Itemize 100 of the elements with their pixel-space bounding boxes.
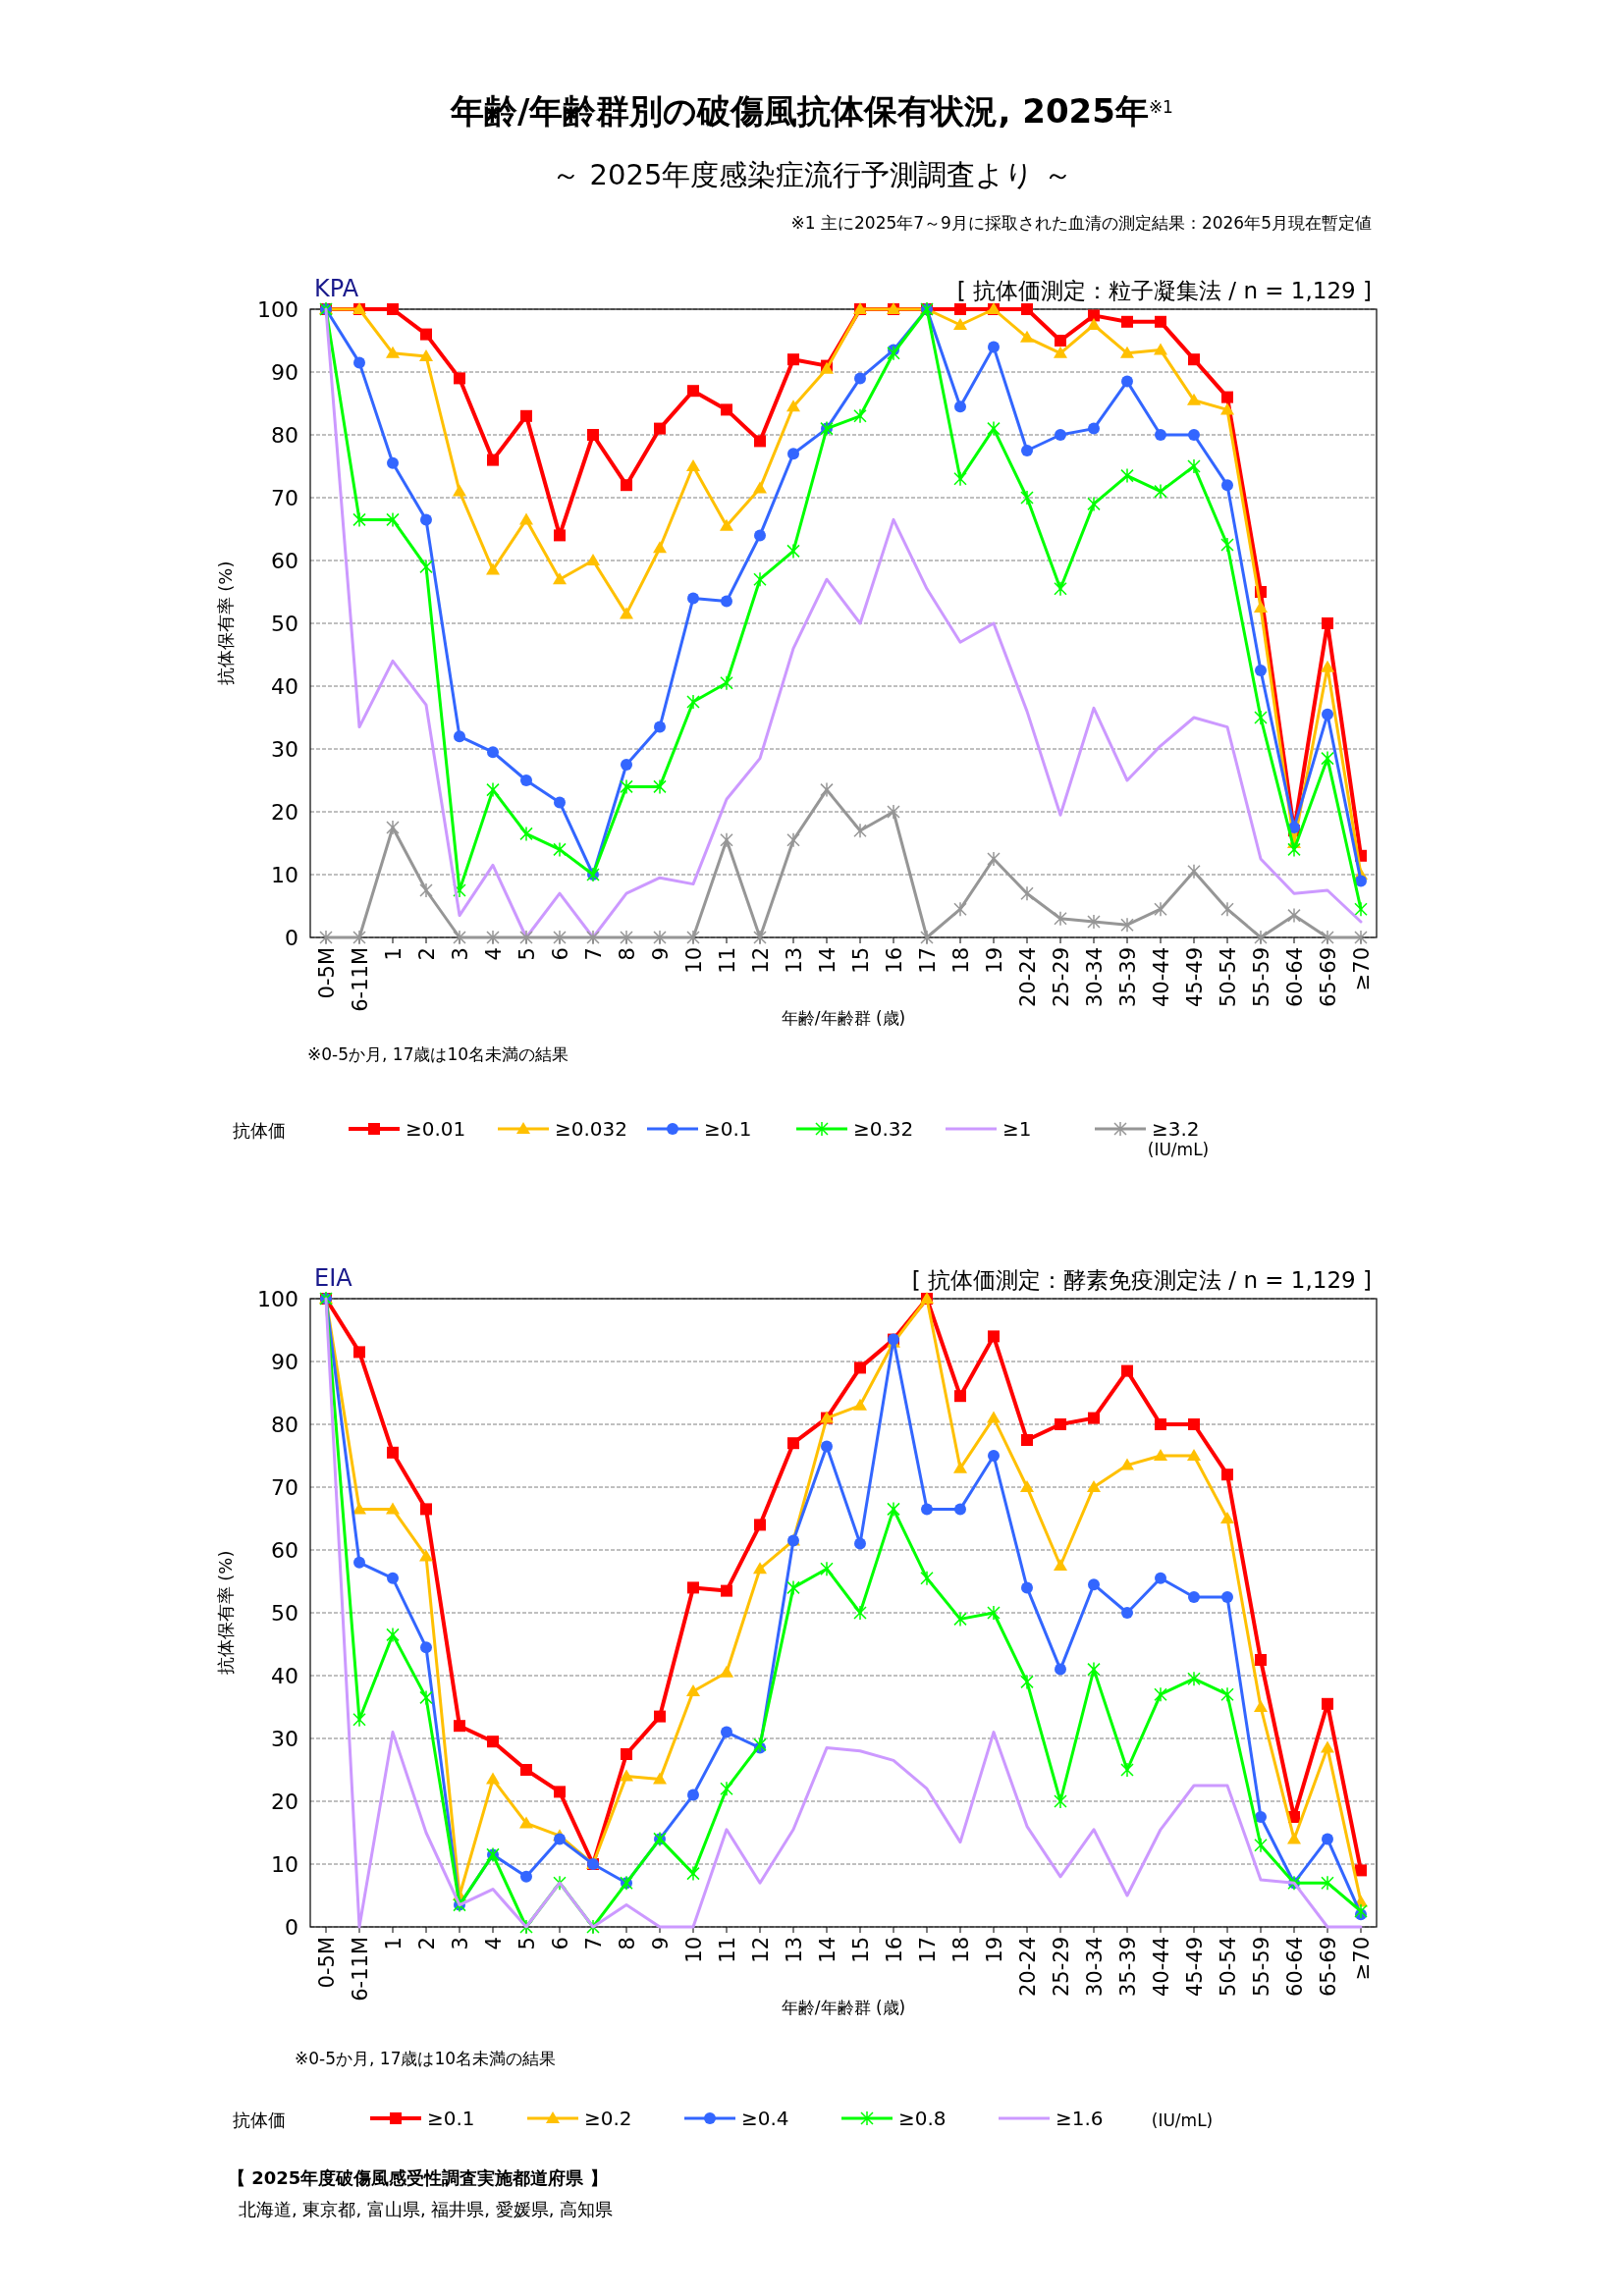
- point: [887, 346, 900, 361]
- point: [1221, 1591, 1233, 1603]
- point: [586, 1919, 600, 1935]
- point: [486, 1772, 500, 1785]
- point: [419, 1549, 433, 1562]
- point: [352, 1712, 366, 1728]
- point: [721, 403, 732, 416]
- point: [419, 882, 433, 898]
- legend-label: ≥1: [1002, 1117, 1032, 1141]
- y-tick-label: 30: [271, 1727, 298, 1751]
- point: [386, 1502, 400, 1515]
- point: [1355, 875, 1367, 887]
- point: [853, 823, 867, 838]
- point: [987, 851, 1001, 867]
- x-tick-label: 8: [616, 1937, 639, 1950]
- point: [1020, 490, 1034, 506]
- point: [419, 559, 433, 575]
- x-tick-label: 10: [682, 1937, 706, 1963]
- point: [1322, 617, 1333, 629]
- point: [754, 529, 766, 542]
- point: [387, 1572, 399, 1584]
- point: [519, 826, 533, 842]
- point: [387, 303, 399, 315]
- point: [987, 1411, 1001, 1423]
- point: [1321, 660, 1334, 672]
- point: [1220, 1686, 1234, 1702]
- text: ※0-5か月, 17歳は10名未満の結果: [295, 2049, 557, 2068]
- x-tick-label: 35-39: [1116, 947, 1140, 1008]
- y-tick-label: 100: [257, 1287, 298, 1311]
- point: [1021, 1434, 1033, 1446]
- point: [387, 456, 399, 469]
- x-tick-label: 25-29: [1050, 947, 1073, 1008]
- y-tick-label: 0: [285, 1915, 298, 1940]
- point: [753, 1562, 767, 1575]
- point: [386, 346, 400, 358]
- point: [1120, 917, 1134, 933]
- x-tick-label: 4: [482, 947, 506, 961]
- x-tick-label: ≥70: [1350, 947, 1374, 991]
- legend-label: ≥1.6: [1056, 2107, 1104, 2130]
- point: [419, 1689, 433, 1706]
- text: [ 抗体価測定：酵素免疫測定法 / n = 1,129 ]: [911, 1267, 1372, 1293]
- point: [1087, 496, 1101, 512]
- point: [520, 409, 532, 422]
- point: [586, 930, 600, 945]
- y-tick-label: 100: [257, 297, 298, 322]
- point: [554, 796, 566, 809]
- point: [1120, 467, 1134, 484]
- point: [554, 1833, 566, 1845]
- point: [1054, 1793, 1067, 1809]
- point: [1088, 1412, 1100, 1424]
- point: [386, 1627, 400, 1643]
- point: [1287, 841, 1301, 858]
- point: [487, 746, 499, 759]
- point: [1322, 1697, 1333, 1710]
- point: [721, 1584, 732, 1597]
- point: [953, 901, 967, 917]
- y-tick-label: 60: [271, 549, 298, 573]
- y-tick-label: 0: [285, 926, 298, 950]
- point: [954, 1390, 966, 1403]
- legend-label: ≥0.032: [555, 1117, 628, 1141]
- point: [621, 759, 632, 771]
- point: [620, 778, 633, 795]
- legend-label: ≥0.01: [406, 1117, 466, 1141]
- point: [854, 1537, 866, 1550]
- point: [1188, 353, 1200, 366]
- point: [853, 1605, 867, 1621]
- chart-subtitle: ～ 2025年度感染症流行予測調査より ～: [552, 158, 1072, 191]
- point: [686, 930, 700, 945]
- x-tick-label: 13: [783, 947, 806, 974]
- point: [1287, 1832, 1301, 1844]
- point: [1020, 1674, 1034, 1690]
- point: [1088, 1578, 1100, 1591]
- point: [920, 930, 934, 945]
- x-tick-label: 10: [682, 947, 706, 974]
- point: [953, 318, 967, 330]
- point: [653, 1772, 667, 1785]
- point: [1155, 315, 1166, 328]
- point: [1220, 537, 1234, 553]
- point: [953, 471, 967, 487]
- point: [653, 778, 667, 795]
- x-tick-label: 14: [816, 1937, 839, 1963]
- x-tick-label: 11: [716, 947, 739, 974]
- point: [486, 562, 500, 575]
- x-tick-label: 0-5M: [315, 947, 339, 999]
- y-tick-label: 70: [271, 1475, 298, 1500]
- x-tick-label: 3: [449, 947, 472, 961]
- point: [519, 512, 533, 525]
- point: [853, 1398, 867, 1411]
- x-tick-label: 30-34: [1083, 1937, 1107, 1998]
- point: [1221, 479, 1233, 492]
- point: [887, 804, 900, 820]
- x-tick-label: 2: [415, 1937, 439, 1950]
- point: [821, 1440, 833, 1453]
- x-tick-label: 9: [649, 947, 673, 961]
- point: [454, 372, 465, 385]
- x-tick-label: 13: [783, 1937, 806, 1963]
- x-tick-label: 16: [883, 1937, 906, 1963]
- text: ※1 主に2025年7～9月に採取された血清の測定結果：2026年5月現在暫定値: [790, 213, 1372, 233]
- point: [686, 1684, 700, 1696]
- point: [353, 356, 365, 369]
